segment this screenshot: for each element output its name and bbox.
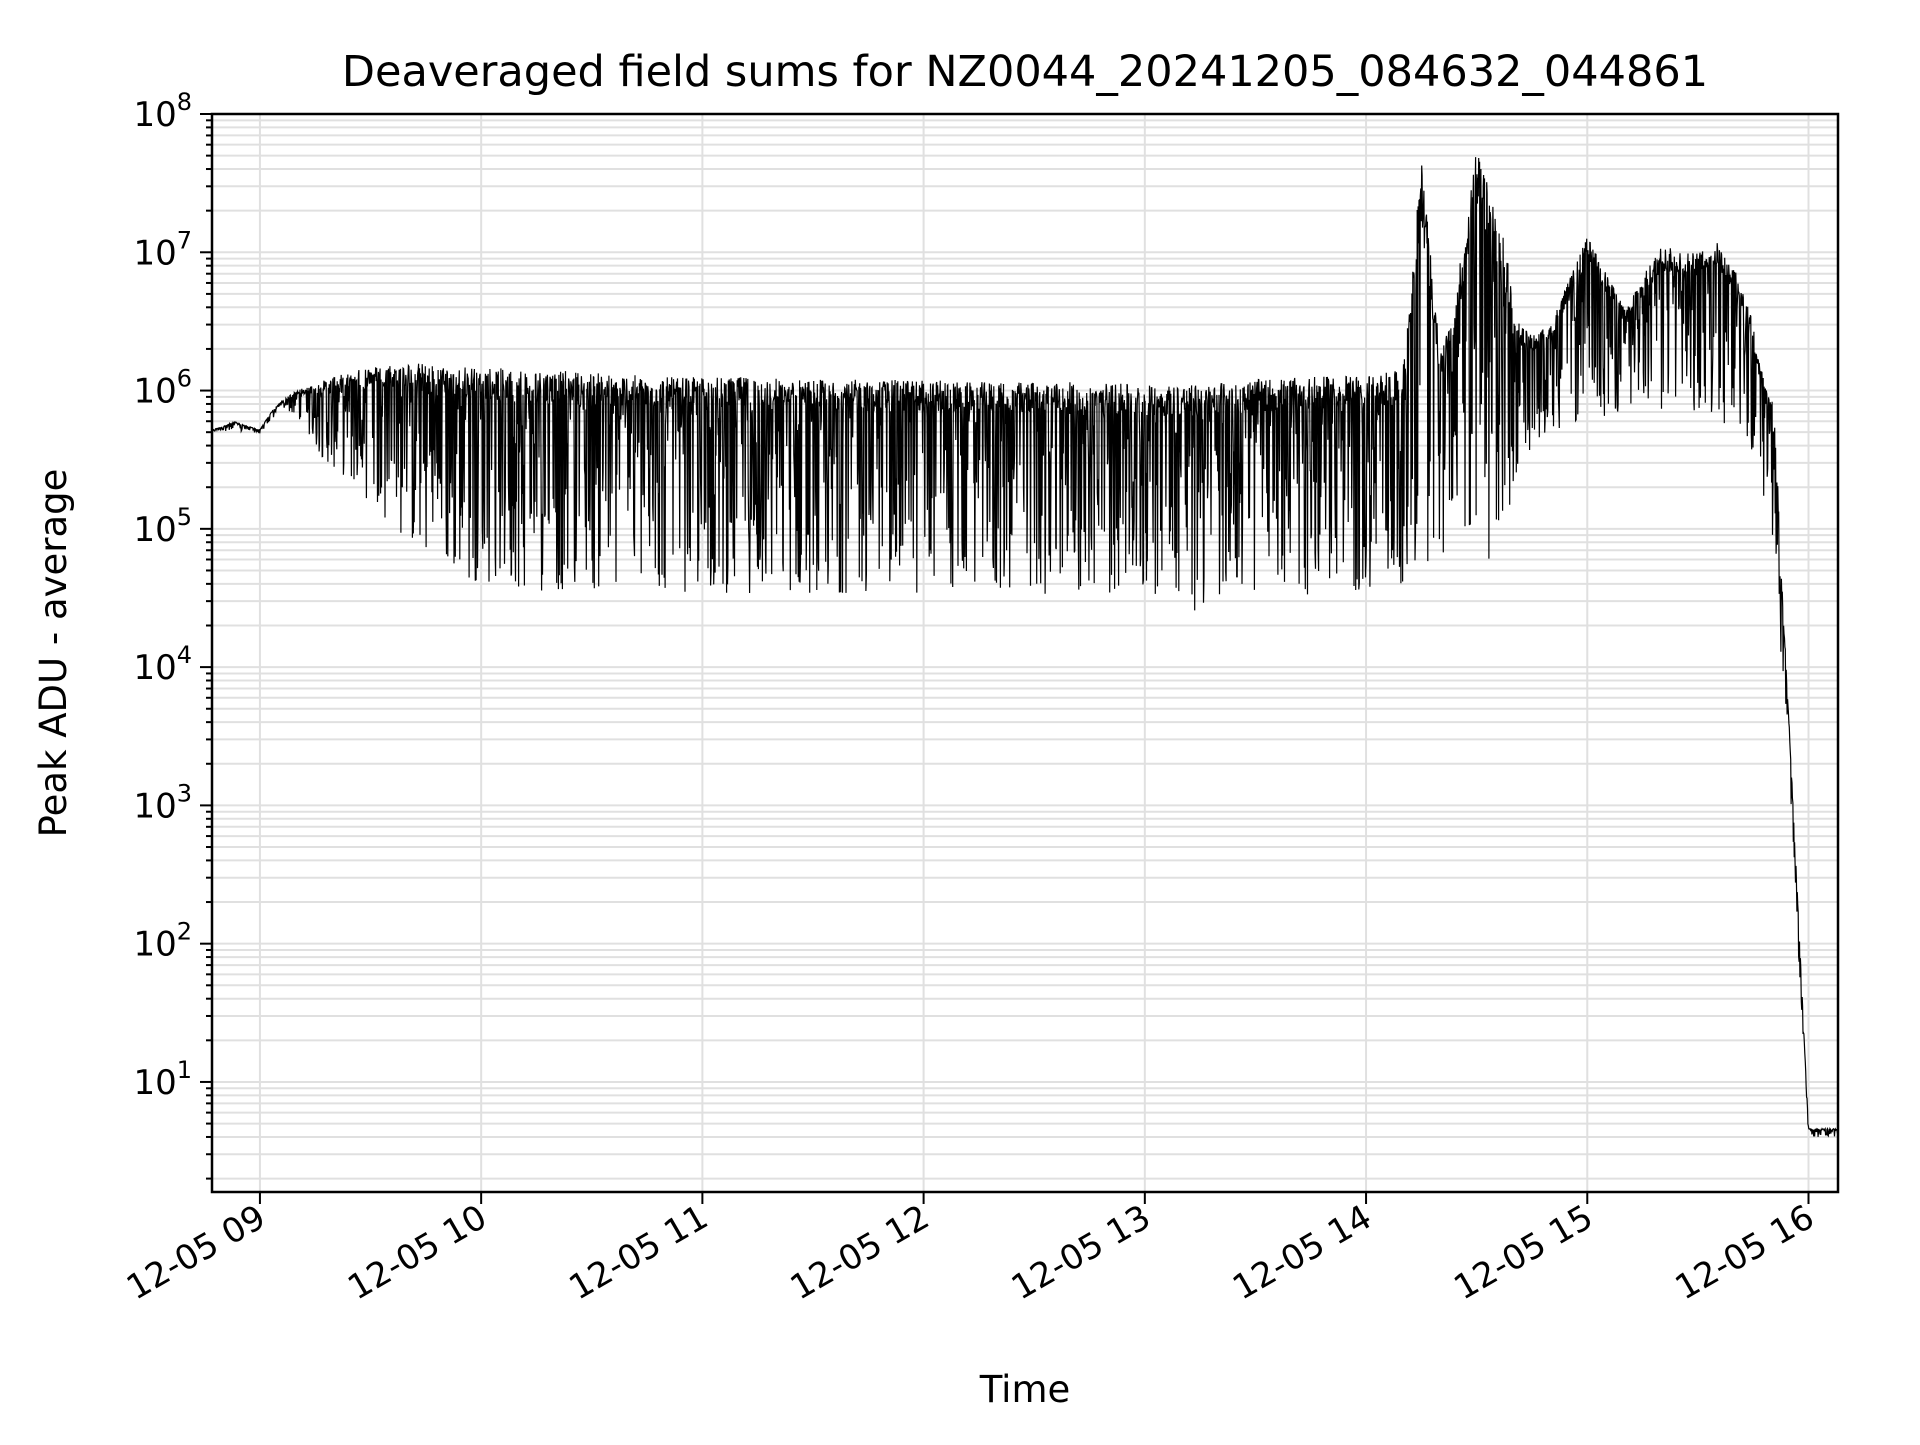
x-tick-label: 12-05 16 bbox=[1669, 1197, 1821, 1308]
y-tick-base: 10 bbox=[133, 233, 176, 273]
x-tick-label: 12-05 11 bbox=[562, 1197, 714, 1308]
y-tick-base: 10 bbox=[133, 1063, 176, 1103]
y-tick-exponent: 2 bbox=[177, 918, 192, 946]
y-tick-base: 10 bbox=[133, 372, 176, 412]
x-tick-label: 12-05 09 bbox=[120, 1197, 272, 1308]
x-tick-label: 12-05 14 bbox=[1226, 1197, 1378, 1308]
x-tick-label: 12-05 10 bbox=[341, 1197, 493, 1308]
y-tick-exponent: 8 bbox=[177, 88, 192, 116]
y-tick-exponent: 1 bbox=[177, 1056, 192, 1084]
x-tick-label: 12-05 13 bbox=[1005, 1197, 1157, 1308]
y-tick-base: 10 bbox=[133, 786, 176, 826]
y-tick-label: 105 bbox=[133, 503, 192, 550]
y-tick-label: 104 bbox=[133, 641, 192, 688]
y-tick-label: 108 bbox=[133, 88, 192, 135]
y-tick-label: 107 bbox=[133, 226, 192, 273]
grid-layer bbox=[212, 113, 1838, 1192]
y-tick-exponent: 3 bbox=[177, 779, 192, 807]
y-tick-label: 102 bbox=[133, 918, 192, 965]
data-series-line bbox=[211, 157, 1839, 1138]
x-tick-label: 12-05 12 bbox=[784, 1197, 936, 1308]
y-axis-label: Peak ADU - average bbox=[32, 469, 75, 838]
series-layer bbox=[211, 157, 1839, 1138]
y-tick-label: 103 bbox=[133, 779, 192, 826]
y-tick-exponent: 6 bbox=[177, 365, 192, 393]
x-axis-label: Time bbox=[979, 1368, 1071, 1411]
y-tick-base: 10 bbox=[133, 925, 176, 965]
y-tick-exponent: 5 bbox=[177, 503, 192, 531]
y-tick-exponent: 7 bbox=[177, 226, 192, 254]
y-tick-label: 106 bbox=[133, 365, 192, 412]
chart-title: Deaveraged field sums for NZ0044_2024120… bbox=[342, 47, 1708, 97]
y-tick-base: 10 bbox=[133, 510, 176, 550]
y-tick-base: 10 bbox=[133, 648, 176, 688]
y-tick-base: 10 bbox=[133, 95, 176, 135]
plot-frame bbox=[210, 112, 1840, 1194]
x-tick-label: 12-05 15 bbox=[1447, 1197, 1599, 1308]
y-tick-exponent: 4 bbox=[177, 641, 192, 669]
y-tick-label: 101 bbox=[133, 1056, 192, 1103]
